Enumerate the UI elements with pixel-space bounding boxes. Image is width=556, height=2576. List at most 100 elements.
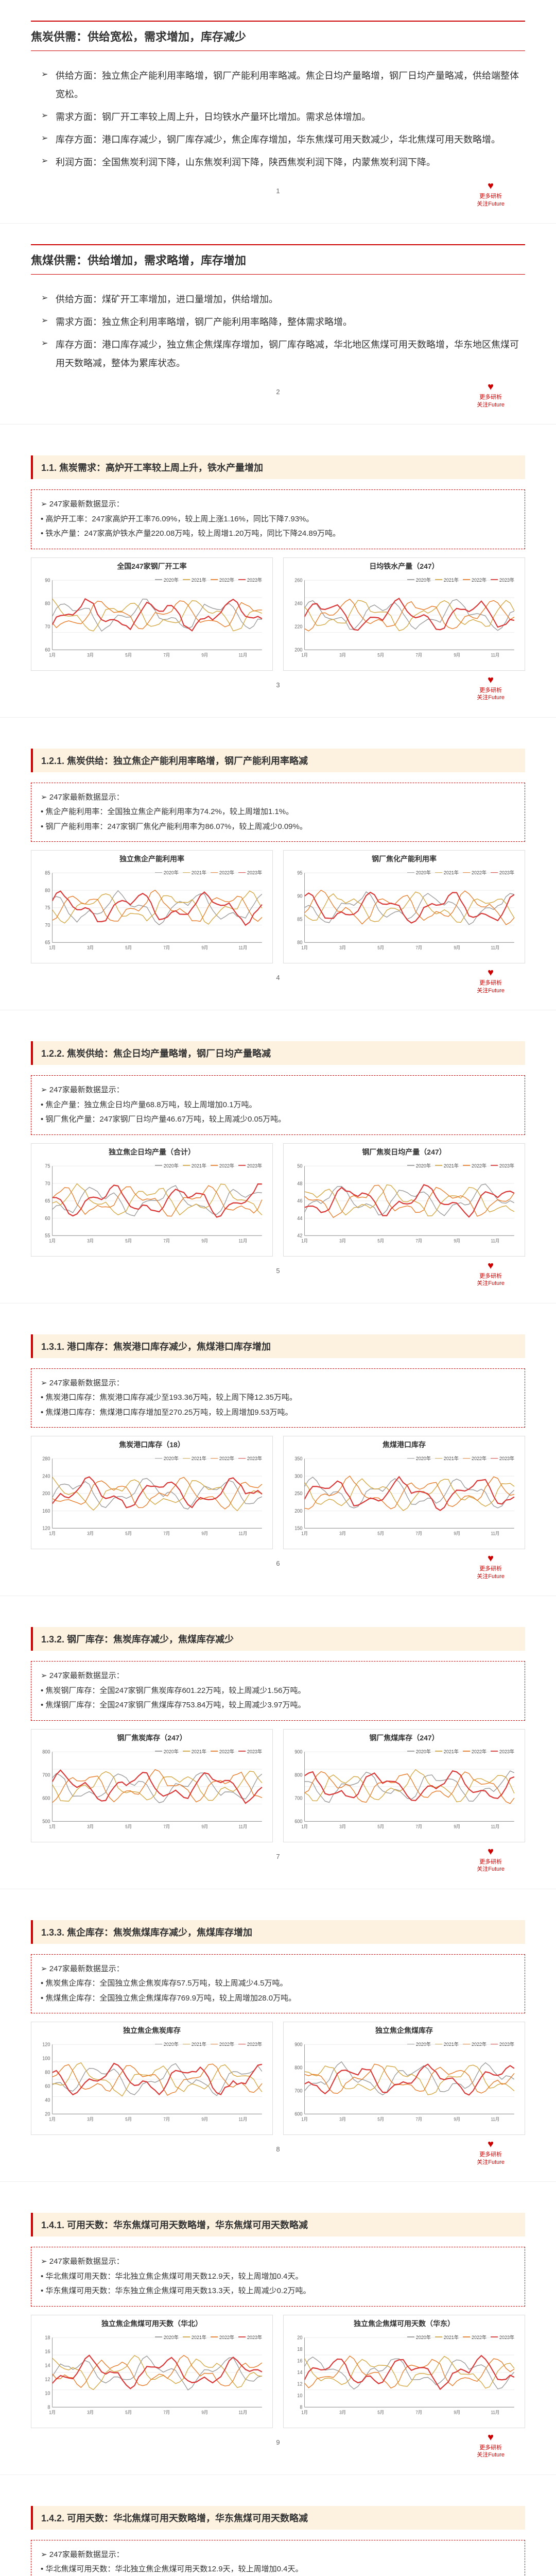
svg-text:60: 60 (45, 2083, 50, 2090)
info-line: • 焦炭钢厂库存：全国247家钢厂焦炭库存601.22万吨，较上周减少1.56万… (41, 1684, 515, 1699)
svg-text:5月: 5月 (377, 2116, 384, 2122)
section-page: 1.4.1. 可用天数：华东焦煤可用天数略增，华东焦煤可用天数略减 ➢ 247家… (0, 2182, 556, 2475)
chart-title: 焦煤港口库存 (284, 1436, 525, 1453)
svg-text:1月: 1月 (301, 1238, 308, 1243)
chart: 钢厂焦炭日均产量（247） 2020年2021年2022年2023年 42444… (283, 1143, 525, 1257)
svg-text:3月: 3月 (339, 1824, 346, 1829)
brand-stamp: 更多研析关注Future (477, 673, 505, 702)
svg-text:7月: 7月 (163, 1824, 170, 1829)
info-box: ➢ 247家最新数据显示：• 焦炭钢厂库存：全国247家钢厂焦炭库存601.22… (31, 1661, 525, 1721)
svg-text:60: 60 (45, 1215, 50, 1222)
section-heading: 1.3.2. 钢厂库存：焦炭库存减少，焦煤库存减少 (31, 1627, 525, 1651)
info-line: • 钢厂产能利用率：247家钢厂焦化产能利用率为86.07%，较上周减少0.09… (41, 820, 515, 835)
svg-text:9月: 9月 (454, 1238, 460, 1243)
svg-text:5月: 5月 (125, 945, 132, 950)
svg-text:1月: 1月 (301, 1531, 308, 1536)
svg-text:9月: 9月 (201, 1531, 208, 1536)
chart-title: 钢厂焦炭日均产量（247） (284, 1144, 525, 1160)
svg-text:14: 14 (297, 2369, 303, 2376)
info-box: ➢ 247家最新数据显示：• 焦炭焦企库存：全国独立焦企焦炭库存57.5万吨，较… (31, 1954, 525, 2014)
svg-text:11月: 11月 (491, 1238, 499, 1243)
svg-text:75: 75 (45, 1163, 50, 1170)
info-line: ➢ 247家最新数据显示： (41, 1669, 515, 1684)
bullet-list: 供给方面：独立焦企产能利用率略增，钢厂产能利用率略减。焦企日均产量略增，钢厂日均… (41, 66, 525, 172)
svg-text:11月: 11月 (491, 1824, 499, 1829)
svg-text:7月: 7月 (163, 945, 170, 950)
svg-text:5月: 5月 (377, 1824, 384, 1829)
page-title: 焦煤供需：供给增加，需求略增，库存增加 (31, 251, 525, 268)
brand-stamp: 更多研析关注Future (477, 1845, 505, 1873)
svg-text:7月: 7月 (415, 1824, 422, 1829)
svg-text:350: 350 (294, 1456, 302, 1462)
brand-stamp: 更多研析关注Future (477, 380, 505, 409)
svg-text:95: 95 (297, 870, 302, 876)
svg-text:9月: 9月 (201, 2116, 208, 2122)
chart: 全国247家钢厂开工率 2020年2021年2022年2023年 6070809… (31, 557, 273, 671)
svg-text:9月: 9月 (201, 945, 208, 950)
svg-text:11月: 11月 (491, 2410, 499, 2415)
info-line: • 焦企产量：独立焦企日均产量68.8万吨，较上周增加0.1万吨。 (41, 1098, 515, 1113)
svg-text:7月: 7月 (163, 2116, 170, 2122)
chart: 钢厂焦炭库存（247） 2020年2021年2022年2023年 5006007… (31, 1729, 273, 1842)
svg-text:240: 240 (294, 601, 302, 607)
svg-text:9月: 9月 (454, 652, 460, 657)
svg-text:12: 12 (297, 2381, 302, 2387)
info-box: ➢ 247家最新数据显示：• 焦炭港口库存：焦炭港口库存减少至193.36万吨，… (31, 1368, 525, 1428)
svg-text:5月: 5月 (125, 1238, 132, 1243)
section-page: 1.3.2. 钢厂库存：焦炭库存减少，焦煤库存减少 ➢ 247家最新数据显示：•… (0, 1596, 556, 1889)
bullet-item: 供给方面：煤矿开工率增加，进口量增加，供给增加。 (41, 290, 525, 309)
svg-text:1月: 1月 (301, 652, 308, 657)
svg-text:20: 20 (297, 2335, 302, 2341)
svg-text:18: 18 (297, 2346, 302, 2352)
info-line: • 焦炭焦企库存：全国独立焦企焦炭库存57.5万吨，较上周减少4.5万吨。 (41, 1976, 515, 1991)
svg-text:700: 700 (294, 2088, 302, 2094)
summary-page: 焦炭供需：供给宽松，需求增加，库存减少 供给方面：独立焦企产能利用率略增，钢厂产… (0, 0, 556, 224)
info-box: ➢ 247家最新数据显示：• 高炉开工率：247家高炉开工率76.09%，较上周… (31, 489, 525, 549)
svg-text:40: 40 (45, 2097, 50, 2104)
svg-text:80: 80 (45, 888, 50, 894)
svg-text:300: 300 (294, 1473, 302, 1480)
chart-title: 独立焦企焦煤可用天数（华北） (31, 2315, 272, 2332)
info-line: • 焦煤焦企库存：全国独立焦企焦煤库存769.9万吨，较上周增加28.0万吨。 (41, 1991, 515, 2006)
chart: 独立焦企产能利用率 2020年2021年2022年2023年 657075808… (31, 850, 273, 963)
svg-text:250: 250 (294, 1491, 302, 1497)
chart-title: 独立焦企产能利用率 (31, 851, 272, 867)
svg-text:11月: 11月 (238, 945, 247, 950)
chart-title: 独立焦企焦炭库存 (31, 2022, 272, 2039)
chart: 钢厂焦化产能利用率 2020年2021年2022年2023年 808590951… (283, 850, 525, 963)
info-line: ➢ 247家最新数据显示： (41, 1083, 515, 1098)
info-line: ➢ 247家最新数据显示： (41, 497, 515, 512)
section-heading: 1.2.1. 焦炭供给：独立焦企产能利用率略增，钢厂产能利用率略减 (31, 749, 525, 772)
svg-text:80: 80 (45, 601, 50, 607)
svg-text:70: 70 (45, 624, 50, 630)
page-number: 4 (31, 974, 525, 981)
chart-title: 独立焦企日均产量（合计） (31, 1144, 272, 1160)
svg-text:11月: 11月 (491, 2116, 499, 2122)
svg-text:9月: 9月 (454, 2410, 460, 2415)
section-heading: 1.1. 焦炭需求：高炉开工率较上周上升，铁水产量增加 (31, 455, 525, 479)
chart-row: 独立焦企日均产量（合计） 2020年2021年2022年2023年 556065… (31, 1143, 525, 1257)
svg-text:1月: 1月 (49, 2116, 56, 2122)
bullet-item: 需求方面：钢厂开工率较上周上升，日均铁水产量环比增加。需求总体增加。 (41, 108, 525, 126)
info-line: ➢ 247家最新数据显示： (41, 1376, 515, 1391)
svg-text:240: 240 (42, 1473, 50, 1480)
svg-text:1月: 1月 (49, 652, 56, 657)
svg-text:1月: 1月 (301, 2410, 308, 2415)
info-box: ➢ 247家最新数据显示：• 华北焦煤可用天数：华北独立焦企焦煤可用天数12.9… (31, 2247, 525, 2307)
svg-text:7月: 7月 (163, 2410, 170, 2415)
chart: 焦炭港口库存（18） 2020年2021年2022年2023年 12016020… (31, 1436, 273, 1549)
svg-text:90: 90 (45, 578, 50, 584)
section-page: 1.1. 焦炭需求：高炉开工率较上周上升，铁水产量增加 ➢ 247家最新数据显示… (0, 425, 556, 718)
info-line: • 焦炭港口库存：焦炭港口库存减少至193.36万吨，较上周下降12.35万吨。 (41, 1391, 515, 1405)
svg-text:11月: 11月 (238, 1531, 247, 1536)
svg-text:48: 48 (297, 1180, 302, 1187)
svg-text:9月: 9月 (454, 1531, 460, 1536)
svg-text:3月: 3月 (87, 2116, 94, 2122)
svg-text:7月: 7月 (163, 1531, 170, 1536)
svg-text:260: 260 (294, 578, 302, 584)
svg-text:700: 700 (42, 1772, 50, 1778)
page-number: 7 (31, 1853, 525, 1860)
svg-text:280: 280 (42, 1456, 50, 1462)
svg-text:900: 900 (294, 2042, 302, 2048)
brand-stamp: 更多研析关注Future (477, 966, 505, 994)
